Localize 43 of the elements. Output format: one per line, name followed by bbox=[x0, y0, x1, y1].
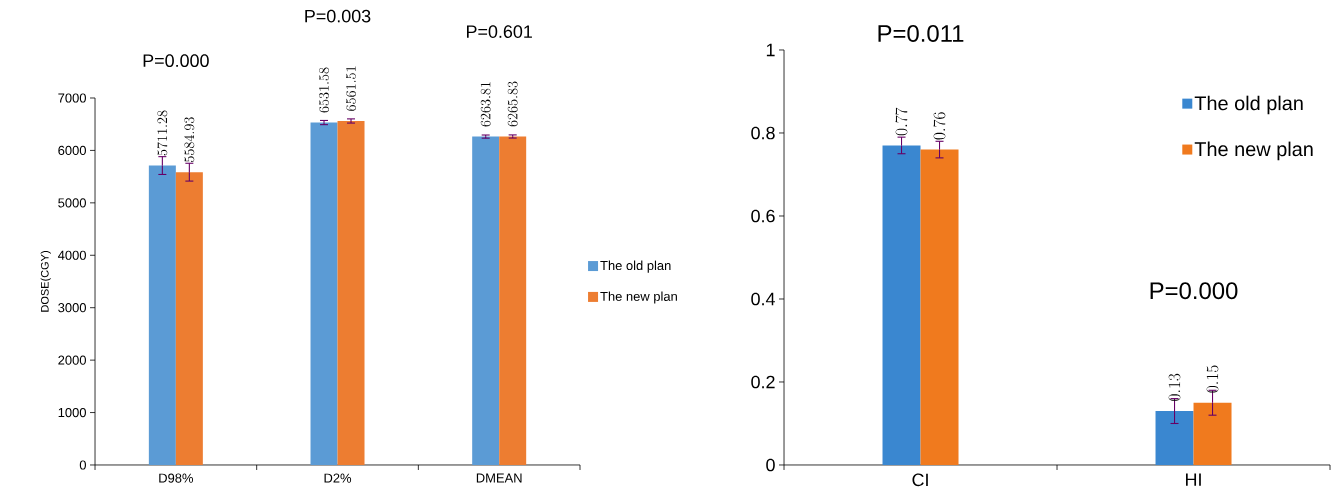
text: P=0.000 bbox=[143, 54, 209, 68]
bar bbox=[1155, 411, 1194, 465]
y-tick-label: 2000 bbox=[58, 355, 86, 365]
text: P=0.011 bbox=[878, 24, 964, 42]
x-tick-label: DMEAN bbox=[476, 473, 522, 483]
text: P=0.601 bbox=[467, 25, 532, 38]
legend-label: The old plan bbox=[1194, 95, 1303, 115]
y-tick-label: 0.4 bbox=[751, 292, 775, 306]
data-label: 0.76 bbox=[933, 112, 946, 140]
data-label: 0.77 bbox=[895, 107, 908, 136]
x-tick-label: D98% bbox=[159, 473, 194, 483]
legend-label: The old plan bbox=[600, 260, 671, 273]
data-label: 0. 15 bbox=[1206, 365, 1219, 393]
y-axis-title: DOSE(CGY) bbox=[40, 251, 51, 312]
y-tick-label: 0.2 bbox=[751, 375, 775, 389]
legend-label: The new plan bbox=[1194, 141, 1313, 161]
y-tick-label: 3000 bbox=[58, 303, 86, 313]
annotation: P=0.000 bbox=[1150, 282, 1238, 300]
x-tick-label: CI bbox=[912, 473, 928, 487]
y-tick-label: 0 bbox=[79, 460, 86, 470]
bar bbox=[1193, 402, 1232, 465]
bar bbox=[882, 145, 921, 465]
data-label: 6561 .51 bbox=[346, 66, 356, 111]
data-label: 6531 .58 bbox=[319, 67, 329, 113]
data-label: 5584.93 bbox=[184, 117, 195, 162]
text: P=0.003 bbox=[305, 9, 371, 23]
x-tick-label: D2% bbox=[324, 473, 352, 483]
data-label: 6263.81 bbox=[480, 82, 491, 127]
bar bbox=[920, 149, 959, 465]
legend-label: The new plan bbox=[600, 291, 677, 304]
y-tick-label: 1 bbox=[766, 43, 775, 57]
data-label: 5711 .28 bbox=[157, 110, 168, 156]
data-label: 6265.83 bbox=[507, 81, 518, 127]
y-tick-label: 6000 bbox=[58, 145, 86, 155]
y-tick-label: 1000 bbox=[58, 407, 86, 418]
y-tick-label: 7000 bbox=[58, 93, 86, 103]
y-tick-label: 0.8 bbox=[751, 126, 775, 140]
data-label: 0. 13 bbox=[1168, 373, 1181, 401]
y-tick-label: 0.6 bbox=[751, 209, 775, 223]
x-tick-label: HI bbox=[1186, 473, 1201, 486]
y-tick-label: 5000 bbox=[58, 198, 86, 208]
y-tick-label: 4000 bbox=[57, 250, 86, 260]
y-tick-label: 0 bbox=[766, 458, 775, 472]
